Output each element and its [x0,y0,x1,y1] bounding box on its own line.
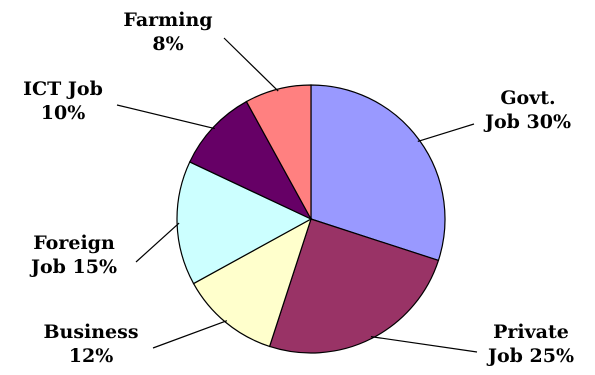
slice-label-line1: Foreign [33,232,115,254]
leader-line-ict-job [116,104,215,130]
leader-line-private-job [370,336,478,353]
slice-label-line1: Farming [123,9,212,31]
slice-label-line2: 10% [41,102,86,124]
slice-label-line1: ICT Job [23,78,103,100]
slice-label-ict-job: ICT Job 10% [23,78,103,124]
slices-layer [176,84,446,354]
slice-label-line2: Job 30% [483,111,571,133]
slice-label-foreign-job: Foreign Job 15% [29,232,117,278]
slice-label-line2: Job 25% [486,345,574,367]
slice-label-private-job: Private Job 25% [486,321,574,367]
pie-slice-business [192,217,313,348]
pie-slice-ict-job [188,100,313,221]
leader-line-govt-job [417,123,475,142]
pie-slice-govt-job [310,84,446,262]
slice-label-farming: Farming 8% [123,9,212,55]
slice-label-line2: 8% [152,33,183,55]
slice-label-line2: Job 15% [29,256,117,278]
slice-label-line2: 12% [69,345,114,367]
leader-line-farming [223,37,279,92]
leader-lines-layer [116,37,478,353]
pie-slice-private-job [268,218,440,354]
slice-label-line1: Private [493,321,569,343]
slice-label-business: Business 12% [43,321,138,367]
leader-line-business [152,320,228,349]
labels-layer: Govt. Job 30% Private Job 25% Business 12% For… [23,9,574,367]
slice-label-govt-job: Govt. Job 30% [483,87,571,133]
slice-label-line1: Govt. [500,87,555,109]
leader-line-foreign-job [135,222,180,263]
slice-label-line1: Business [43,321,138,343]
pie-slice-farming [245,84,312,220]
pie-slice-foreign-job [176,161,313,285]
